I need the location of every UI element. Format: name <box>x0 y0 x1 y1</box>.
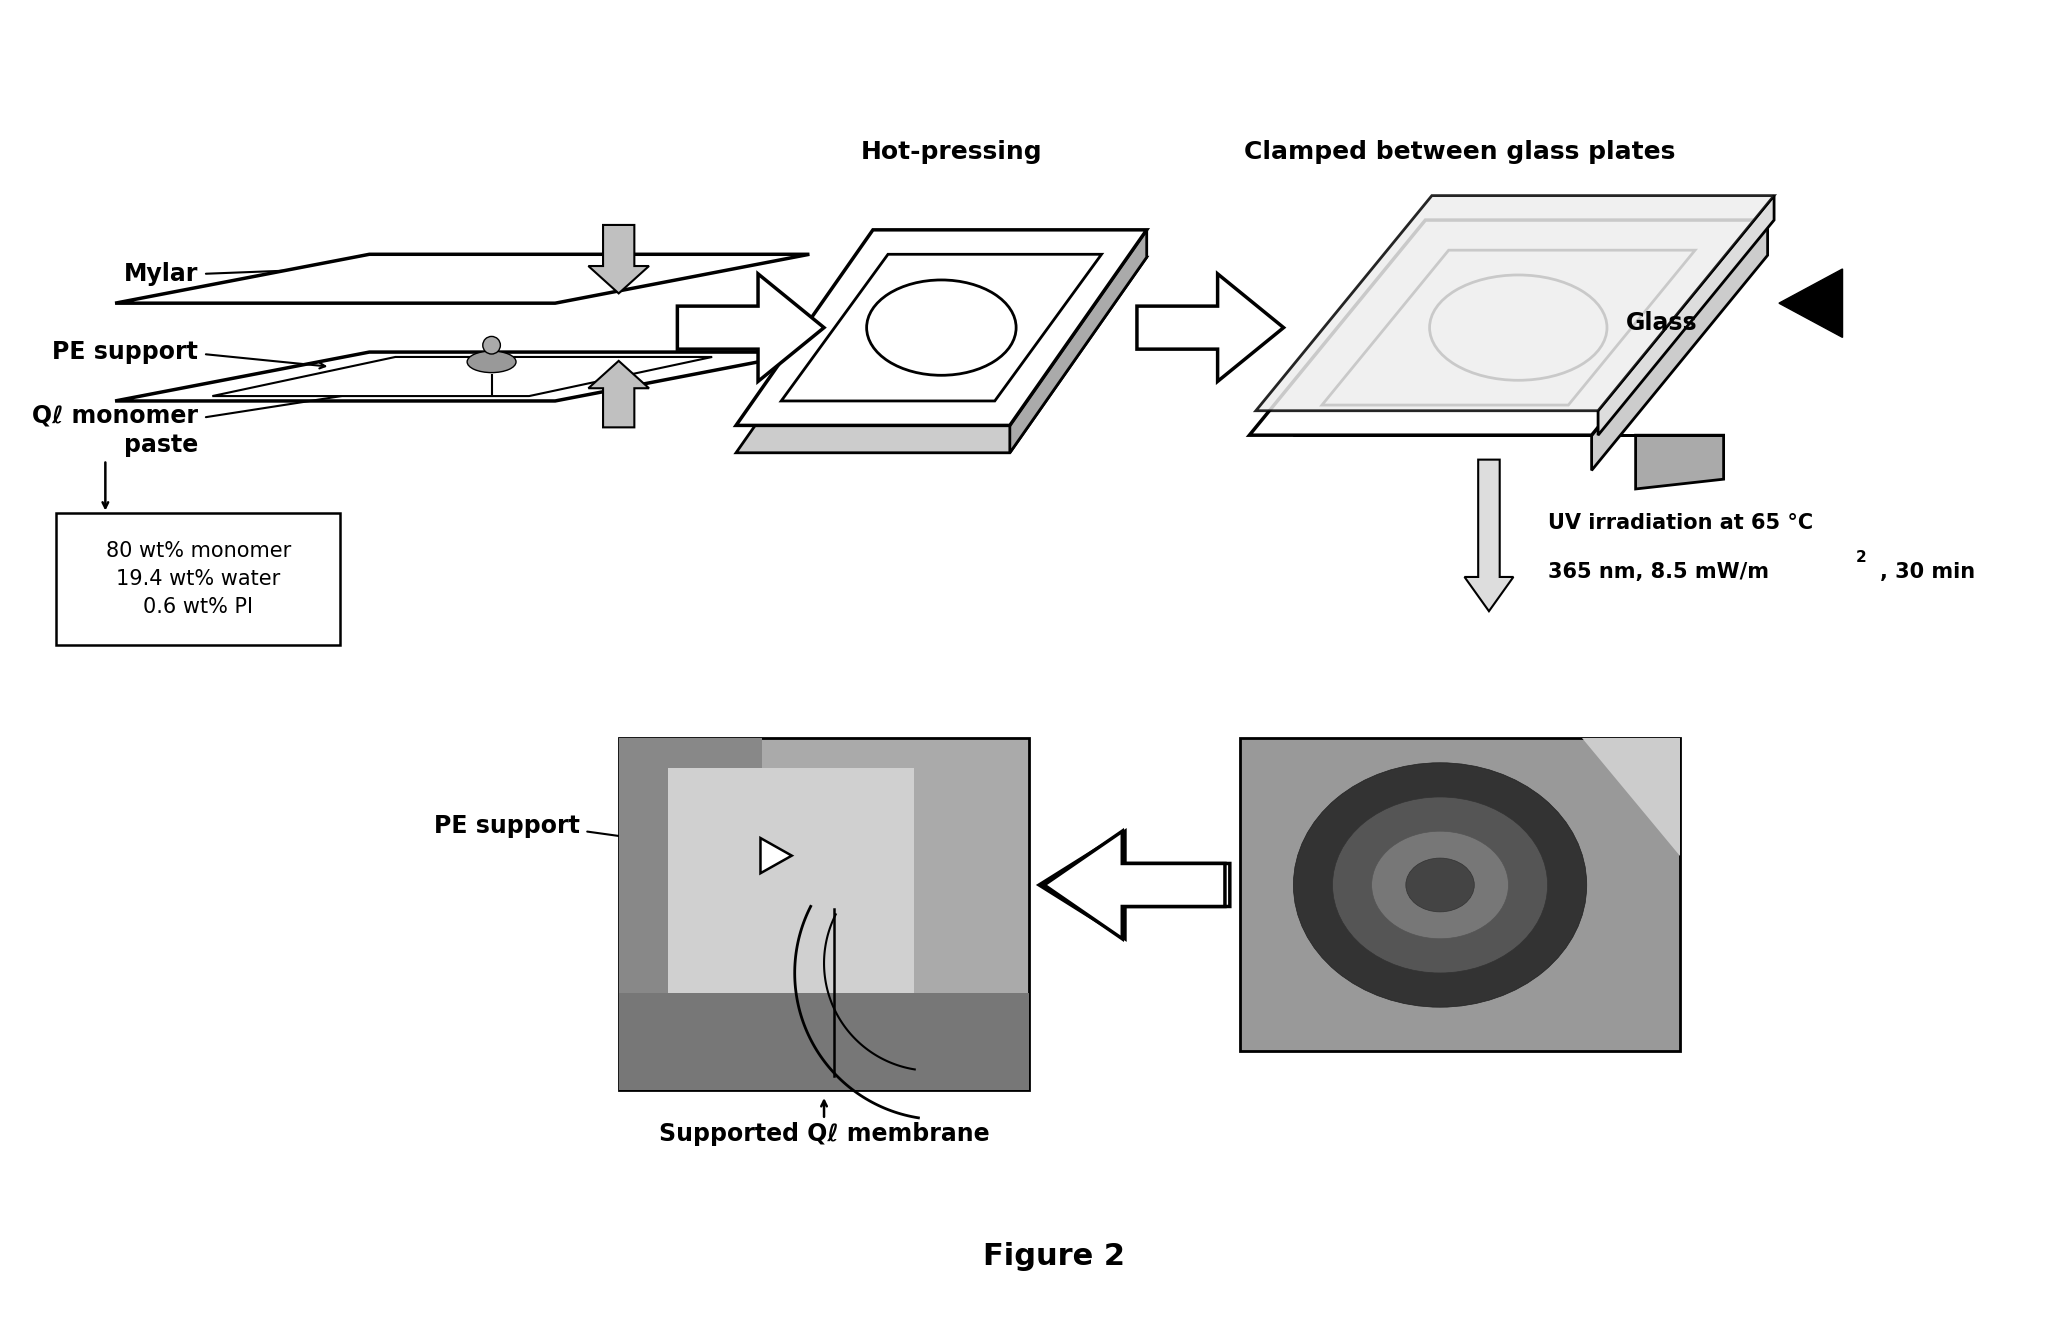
Polygon shape <box>1593 220 1769 470</box>
Text: Figure 2: Figure 2 <box>984 1242 1125 1271</box>
Polygon shape <box>1582 738 1680 856</box>
Text: , 30 min: , 30 min <box>1880 563 1976 583</box>
Text: Supported Qℓ membrane: Supported Qℓ membrane <box>659 1123 990 1147</box>
FancyArrow shape <box>1464 459 1514 612</box>
Text: PE support: PE support <box>433 815 580 839</box>
Polygon shape <box>1044 831 1224 938</box>
Ellipse shape <box>468 352 516 373</box>
FancyArrow shape <box>588 226 648 293</box>
Polygon shape <box>735 230 1147 426</box>
Text: UV irradiation at 65 °C: UV irradiation at 65 °C <box>1547 514 1812 533</box>
Ellipse shape <box>1429 275 1607 381</box>
Polygon shape <box>677 273 824 381</box>
Text: PE support: PE support <box>52 340 199 364</box>
Polygon shape <box>1779 269 1843 337</box>
Polygon shape <box>781 255 1102 401</box>
Polygon shape <box>116 255 810 303</box>
Text: Mylar: Mylar <box>124 261 199 285</box>
Polygon shape <box>1255 195 1775 411</box>
Bar <box>1241 738 1680 1051</box>
Text: Clamped between glass plates: Clamped between glass plates <box>1245 139 1675 163</box>
Polygon shape <box>1249 220 1769 435</box>
Polygon shape <box>735 257 1147 453</box>
Polygon shape <box>213 357 712 395</box>
Ellipse shape <box>866 280 1017 376</box>
Ellipse shape <box>1406 859 1475 912</box>
Polygon shape <box>1321 251 1694 405</box>
Text: Hot-pressing: Hot-pressing <box>859 139 1042 163</box>
Polygon shape <box>1599 195 1775 435</box>
Text: 365 nm, 8.5 mW/m: 365 nm, 8.5 mW/m <box>1547 563 1769 583</box>
Text: 2: 2 <box>1856 549 1866 565</box>
Bar <box>619 993 1029 1091</box>
Ellipse shape <box>483 337 501 354</box>
Polygon shape <box>760 839 791 873</box>
Polygon shape <box>1137 273 1284 381</box>
Polygon shape <box>1040 831 1230 938</box>
FancyArrow shape <box>588 361 648 427</box>
Text: 80 wt% monomer
19.4 wt% water
0.6 wt% PI: 80 wt% monomer 19.4 wt% water 0.6 wt% PI <box>106 541 290 617</box>
Bar <box>619 738 1029 1091</box>
Text: Qℓ monomer
paste: Qℓ monomer paste <box>33 403 199 456</box>
Bar <box>56 514 340 645</box>
Ellipse shape <box>1294 763 1586 1007</box>
Ellipse shape <box>1332 798 1547 973</box>
Polygon shape <box>116 352 810 401</box>
Polygon shape <box>1636 435 1723 488</box>
Bar <box>619 738 762 1091</box>
Text: Glass: Glass <box>1626 311 1698 334</box>
Polygon shape <box>1011 230 1147 453</box>
Bar <box>667 767 913 1014</box>
Ellipse shape <box>1371 831 1508 938</box>
